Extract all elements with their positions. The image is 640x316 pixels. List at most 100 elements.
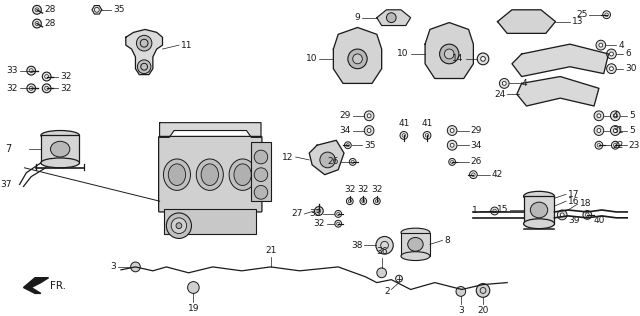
Circle shape [349,159,356,165]
Text: 29: 29 [470,126,482,135]
Ellipse shape [234,164,252,185]
Circle shape [470,171,477,179]
Circle shape [583,210,591,219]
Text: 32: 32 [60,84,72,93]
Circle shape [491,207,499,215]
Text: 25: 25 [576,10,588,19]
Text: 4: 4 [618,41,624,50]
Circle shape [609,67,613,71]
Text: 33: 33 [6,66,18,75]
Circle shape [477,53,489,65]
Circle shape [611,125,620,136]
Text: 4: 4 [522,79,527,88]
Text: 13: 13 [572,17,583,26]
Text: FR.: FR. [51,281,67,290]
Circle shape [444,49,454,59]
Ellipse shape [196,159,223,190]
Polygon shape [309,140,344,175]
Bar [41,136,79,163]
Ellipse shape [51,141,70,157]
Circle shape [166,213,191,239]
Circle shape [594,125,604,136]
Polygon shape [497,10,556,33]
Circle shape [364,125,374,136]
Circle shape [33,5,42,14]
Text: 9: 9 [355,13,360,22]
Text: 41: 41 [398,118,410,128]
Ellipse shape [531,202,548,218]
Circle shape [557,210,567,220]
Ellipse shape [41,158,79,168]
Text: 39: 39 [568,216,579,225]
Text: 26: 26 [470,157,482,167]
Circle shape [613,129,617,132]
Text: 34: 34 [339,126,351,135]
Text: 22: 22 [612,141,623,150]
Text: 34: 34 [470,141,482,150]
Circle shape [346,198,353,204]
Text: 30: 30 [625,64,636,73]
Circle shape [138,60,151,74]
Circle shape [254,150,268,164]
Circle shape [396,275,403,282]
Circle shape [367,114,371,118]
Ellipse shape [229,159,256,190]
Bar [401,233,430,256]
Circle shape [607,64,616,74]
Text: 26: 26 [328,157,339,167]
Circle shape [27,84,36,93]
Text: 18: 18 [580,199,591,208]
Circle shape [374,198,380,204]
Circle shape [596,40,605,50]
Circle shape [360,198,367,204]
Ellipse shape [163,159,191,190]
Circle shape [599,43,603,47]
Circle shape [188,282,199,293]
Bar [164,209,256,234]
Circle shape [367,129,371,132]
Circle shape [449,159,456,165]
Text: 40: 40 [593,216,604,225]
Ellipse shape [401,228,430,237]
Circle shape [447,125,457,136]
Circle shape [364,111,374,121]
Text: 32: 32 [358,185,369,194]
Text: 32: 32 [6,84,18,93]
Polygon shape [126,29,163,75]
Circle shape [27,66,36,75]
Circle shape [423,131,431,139]
Text: 32: 32 [60,72,72,81]
Bar [524,196,554,224]
Text: 5: 5 [629,111,635,120]
Circle shape [609,52,613,56]
Text: 33: 33 [309,210,321,218]
Circle shape [502,82,506,85]
Circle shape [33,19,42,28]
Circle shape [481,57,485,61]
Text: 15: 15 [497,205,508,215]
Polygon shape [333,27,381,83]
Circle shape [136,35,152,51]
Text: 41: 41 [421,118,433,128]
Text: 14: 14 [452,54,464,64]
Circle shape [447,140,457,150]
Circle shape [42,72,51,81]
Circle shape [42,84,51,93]
Ellipse shape [524,191,554,201]
Text: 35: 35 [113,5,125,14]
Ellipse shape [401,252,430,260]
Circle shape [603,11,611,19]
Text: 27: 27 [291,210,303,218]
Text: 19: 19 [188,304,199,313]
Polygon shape [159,123,261,137]
Circle shape [560,213,564,217]
FancyBboxPatch shape [159,137,262,212]
Text: 23: 23 [629,141,640,150]
Circle shape [400,131,408,139]
Circle shape [176,223,182,229]
Circle shape [607,49,616,59]
Text: 7: 7 [6,144,12,154]
Ellipse shape [41,131,79,140]
Circle shape [613,114,617,118]
Text: 42: 42 [492,170,503,179]
